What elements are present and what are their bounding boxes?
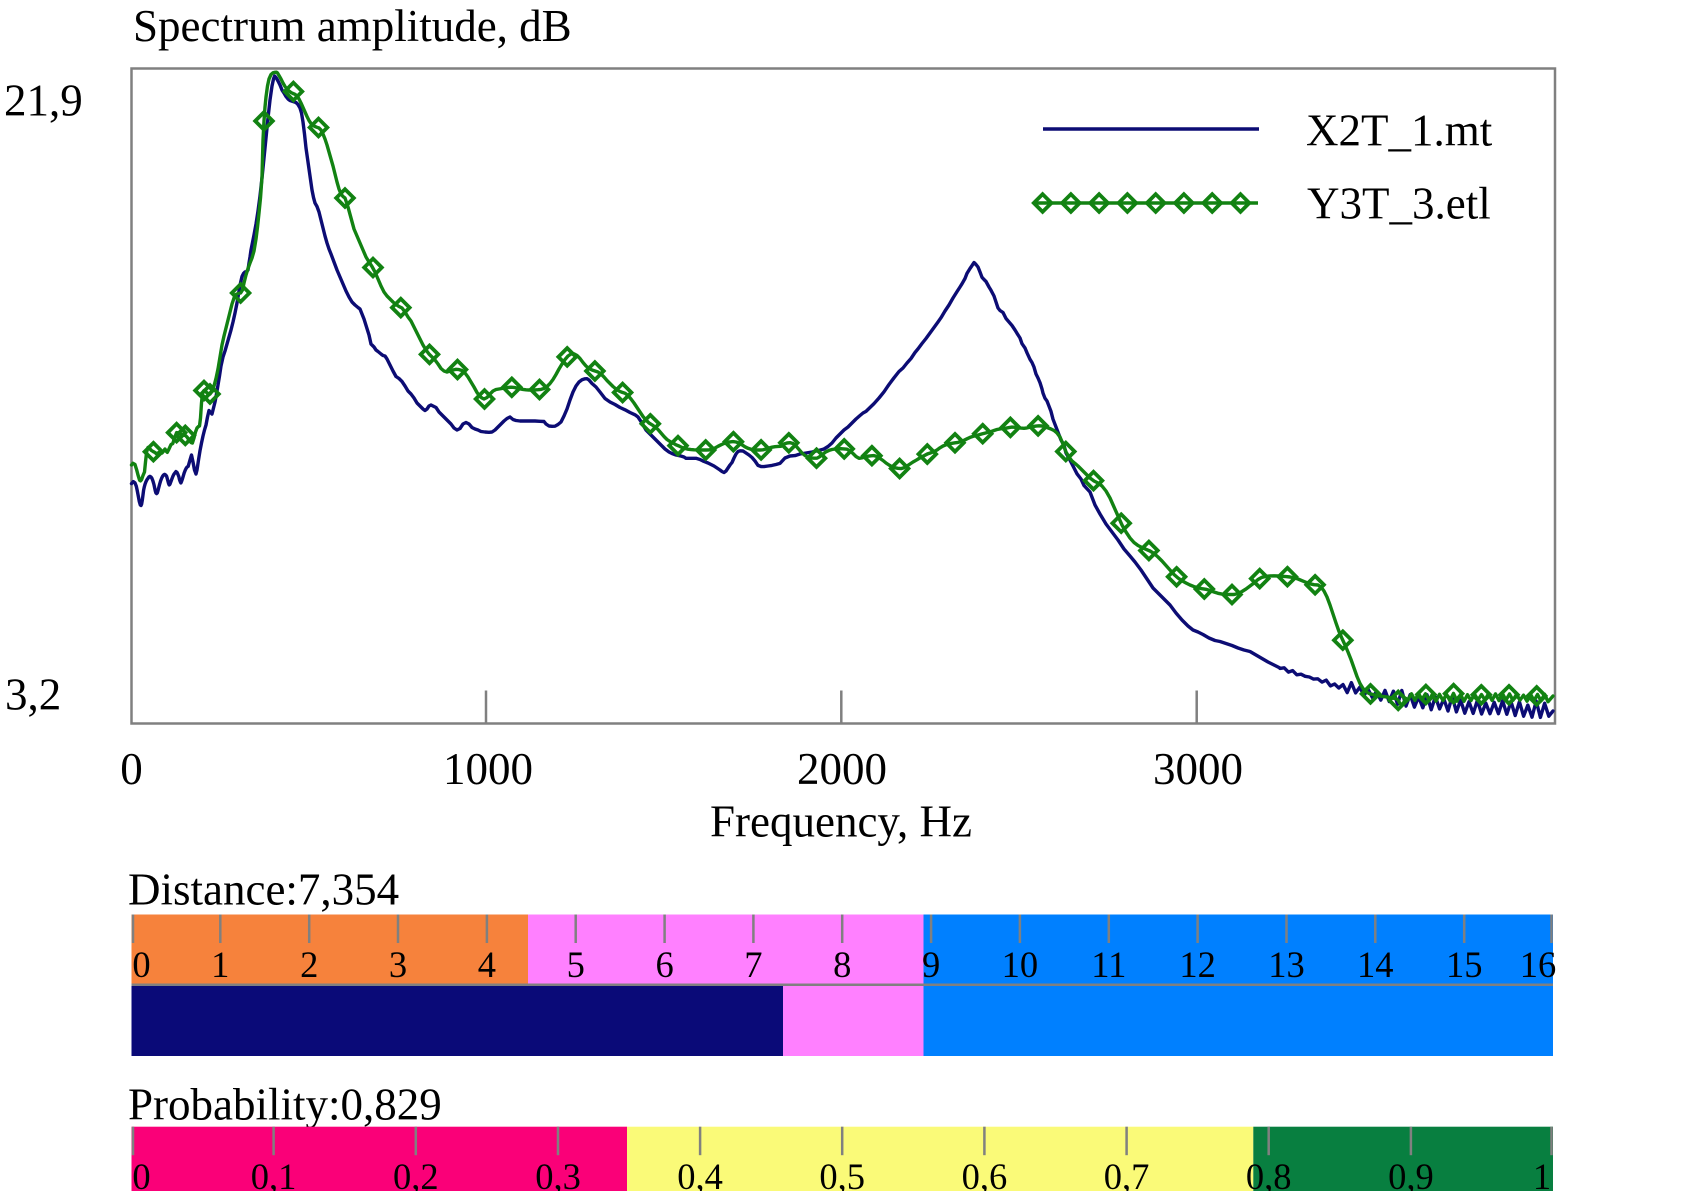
svg-text:5: 5 [567,944,585,985]
svg-text:7: 7 [744,944,762,985]
svg-text:9: 9 [922,944,940,985]
svg-text:Frequency, Hz: Frequency, Hz [710,797,972,847]
svg-text:1: 1 [1533,1156,1551,1191]
svg-text:Probability:0,829: Probability:0,829 [128,1080,442,1130]
svg-text:0,2: 0,2 [393,1156,439,1191]
svg-text:0,1: 0,1 [251,1156,297,1191]
svg-text:Distance:7,354: Distance:7,354 [128,865,399,915]
svg-text:8: 8 [833,944,851,985]
svg-text:0,6: 0,6 [962,1156,1008,1191]
svg-text:0: 0 [132,1156,150,1191]
svg-text:0,8: 0,8 [1246,1156,1292,1191]
svg-text:0,4: 0,4 [677,1156,723,1191]
svg-text:6: 6 [655,944,673,985]
svg-text:4: 4 [478,944,496,985]
svg-text:11: 11 [1091,944,1126,985]
svg-text:Y3T_3.etl: Y3T_3.etl [1307,179,1491,229]
svg-text:0: 0 [120,744,143,794]
svg-text:3000: 3000 [1153,744,1243,794]
svg-text:X2T_1.mt: X2T_1.mt [1306,106,1493,156]
svg-text:0: 0 [132,944,150,985]
svg-text:1000: 1000 [443,744,533,794]
svg-text:12: 12 [1179,944,1216,985]
svg-text:13: 13 [1268,944,1305,985]
svg-text:0,9: 0,9 [1388,1156,1434,1191]
svg-text:0,5: 0,5 [819,1156,865,1191]
svg-text:Spectrum amplitude, dB: Spectrum amplitude, dB [133,1,572,51]
svg-text:3,2: 3,2 [5,670,61,720]
svg-text:2000: 2000 [797,744,887,794]
svg-text:16: 16 [1520,944,1557,985]
svg-text:10: 10 [1002,944,1039,985]
svg-text:2: 2 [300,944,318,985]
svg-text:1: 1 [211,944,229,985]
svg-text:15: 15 [1446,944,1483,985]
svg-text:14: 14 [1357,944,1394,985]
svg-text:3: 3 [389,944,407,985]
svg-text:21,9: 21,9 [4,76,83,126]
svg-text:0,3: 0,3 [535,1156,581,1191]
svg-text:0,7: 0,7 [1104,1156,1150,1191]
